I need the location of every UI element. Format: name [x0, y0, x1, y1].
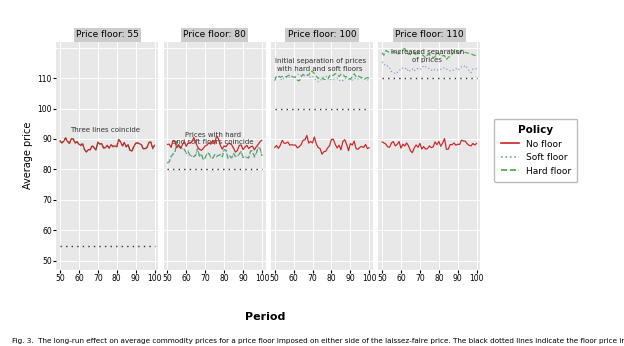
- Title: Price floor: 80: Price floor: 80: [183, 30, 246, 39]
- Text: Initial separation of prices
with hard and soft floors: Initial separation of prices with hard a…: [275, 58, 366, 72]
- Title: Price floor: 110: Price floor: 110: [395, 30, 464, 39]
- Title: Price floor: 55: Price floor: 55: [76, 30, 139, 39]
- Text: Three lines coincide: Three lines coincide: [71, 127, 140, 133]
- Text: Increased separation
of prices: Increased separation of prices: [391, 49, 464, 63]
- Legend: No floor, Soft floor, Hard floor: No floor, Soft floor, Hard floor: [494, 119, 577, 182]
- Y-axis label: Average price: Average price: [23, 122, 33, 189]
- Text: Period: Period: [245, 312, 285, 321]
- Text: Prices with hard
and soft floors coincide: Prices with hard and soft floors coincid…: [172, 131, 253, 145]
- Title: Price floor: 100: Price floor: 100: [288, 30, 356, 39]
- Text: Fig. 3.  The long-run effect on average commodity prices for a price floor impos: Fig. 3. The long-run effect on average c…: [12, 338, 624, 344]
